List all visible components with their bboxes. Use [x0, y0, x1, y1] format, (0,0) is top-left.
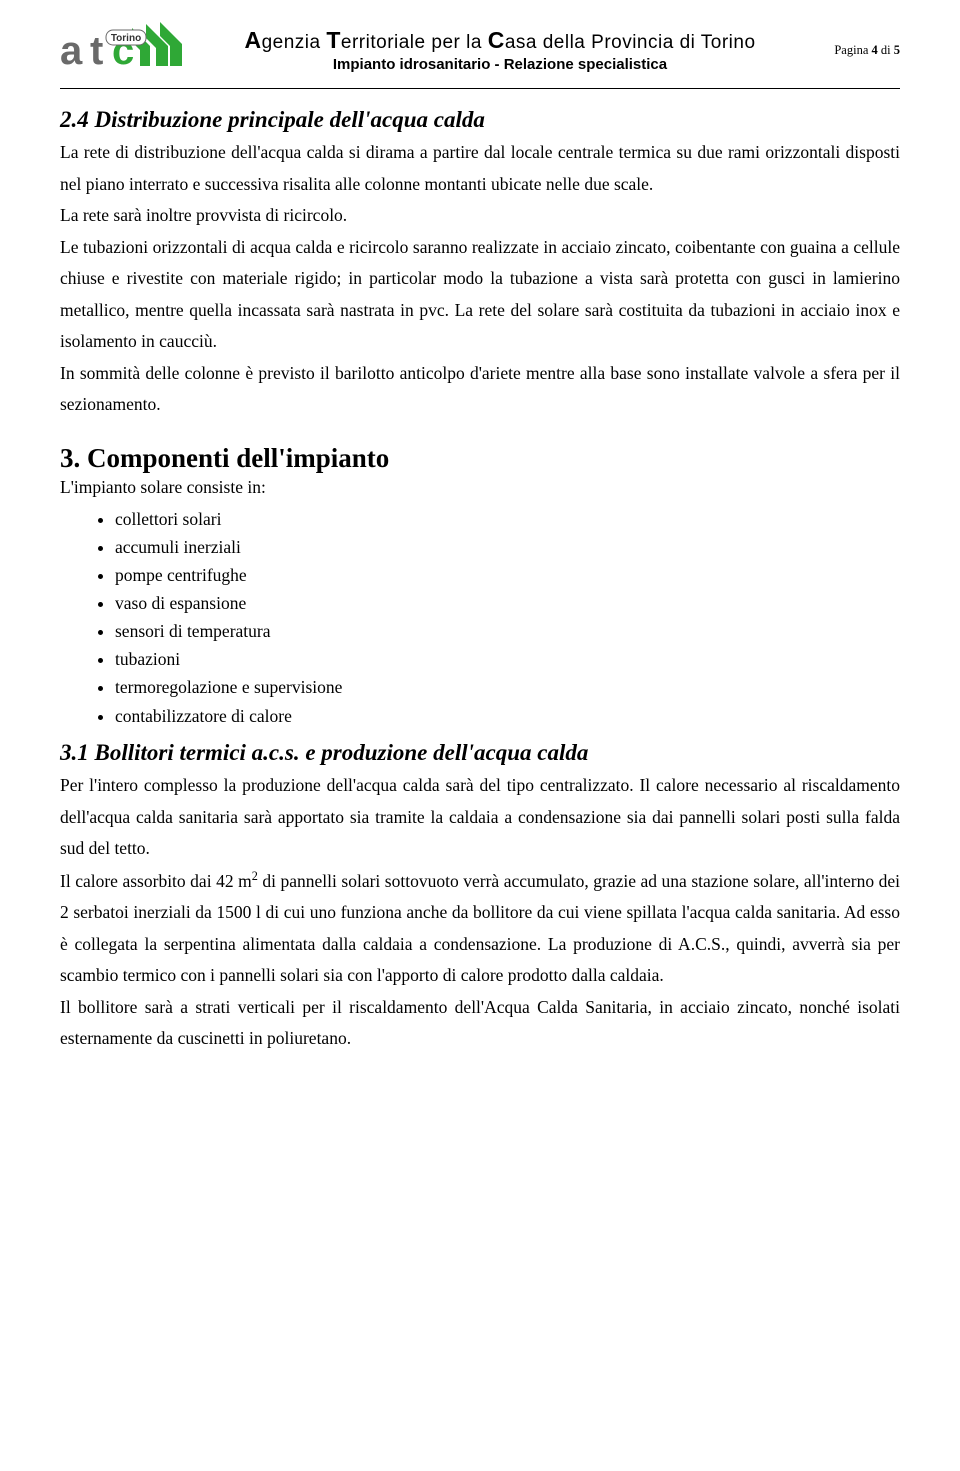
atc-logo-icon: a t c Torino	[60, 20, 190, 80]
list-item: accumuli inerziali	[115, 533, 900, 561]
svg-text:t: t	[90, 29, 103, 73]
page-total: 5	[894, 43, 900, 57]
header-title-block: Agenzia Territoriale per la Casa della P…	[190, 27, 810, 73]
sec24-p4: In sommità delle colonne è previsto il b…	[60, 358, 900, 421]
heading-2-4: 2.4 Distribuzione principale dell'acqua …	[60, 107, 900, 133]
sec31-p2: Il calore assorbito dai 42 m2 di pannell…	[60, 865, 900, 992]
sec24-p3: Le tubazioni orizzontali di acqua calda …	[60, 232, 900, 358]
sec3-intro: L'impianto solare consiste in:	[60, 476, 900, 499]
list-item: contabilizzatore di calore	[115, 702, 900, 730]
page-sep: di	[878, 43, 894, 57]
svg-text:a: a	[60, 29, 83, 73]
page-label-prefix: Pagina	[834, 43, 871, 57]
page-header: a t c Torino Agenzia Territoriale per la…	[60, 20, 900, 89]
heading-3-1: 3.1 Bollitori termici a.c.s. e produzion…	[60, 740, 900, 766]
sec31-p1: Per l'intero complesso la produzione del…	[60, 770, 900, 865]
list-item: tubazioni	[115, 645, 900, 673]
document-subtitle: Impianto idrosanitario - Relazione speci…	[190, 56, 810, 73]
sec24-p1: La rete di distribuzione dell'acqua cald…	[60, 137, 900, 200]
page-number: Pagina 4 di 5	[810, 43, 900, 57]
sec24-p2: La rete sarà inoltre provvista di ricirc…	[60, 200, 900, 232]
sec31-p3: Il bollitore sarà a strati verticali per…	[60, 992, 900, 1055]
logo: a t c Torino	[60, 20, 190, 80]
components-list: collettori solariaccumuli inerzialipompe…	[115, 505, 900, 730]
list-item: termoregolazione e supervisione	[115, 673, 900, 701]
list-item: collettori solari	[115, 505, 900, 533]
agency-name: Agenzia Territoriale per la Casa della P…	[190, 27, 810, 54]
svg-text:Torino: Torino	[111, 33, 141, 44]
list-item: sensori di temperatura	[115, 617, 900, 645]
list-item: vaso di espansione	[115, 589, 900, 617]
heading-3: 3. Componenti dell'impianto	[60, 443, 900, 474]
list-item: pompe centrifughe	[115, 561, 900, 589]
